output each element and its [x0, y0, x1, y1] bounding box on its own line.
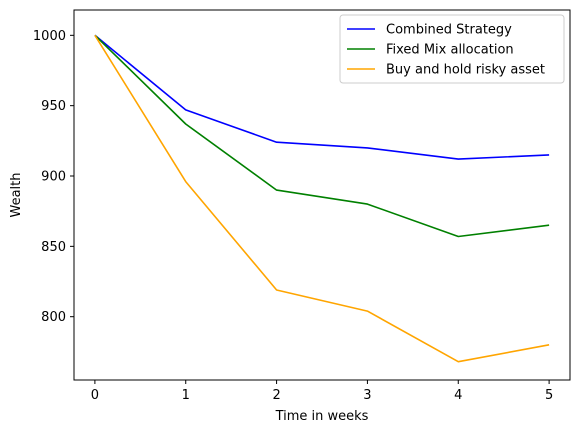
- series-line-1: [94, 34, 550, 238]
- x-tick-label: 4: [454, 388, 462, 403]
- plot-frame: [73, 9, 571, 381]
- x-tick-label: 3: [363, 388, 371, 403]
- series-lines: [94, 34, 550, 363]
- y-tick-label: 850: [41, 240, 66, 255]
- y-tick-label: 800: [41, 310, 66, 325]
- legend-label: Buy and hold risky asset: [386, 63, 545, 78]
- series-line-2: [94, 34, 550, 363]
- y-tick-label: 1000: [33, 29, 66, 44]
- x-tick-label: 5: [545, 388, 553, 403]
- legend-label: Combined Strategy: [386, 23, 512, 38]
- legend-label: Fixed Mix allocation: [386, 43, 514, 58]
- x-tick-label: 2: [272, 388, 280, 403]
- x-tick-label: 1: [182, 388, 190, 403]
- y-tick-label: 900: [41, 170, 66, 185]
- series-line-0: [94, 34, 550, 160]
- x-axis-title: Time in weeks: [275, 409, 369, 424]
- legend: Combined Strategy Fixed Mix allocation Buy…: [339, 14, 565, 84]
- x-tick-label: 0: [91, 388, 99, 403]
- y-axis-title: Wealth: [9, 172, 24, 217]
- y-axis: 800 850 900 950 1000: [33, 29, 74, 325]
- y-tick-label: 950: [41, 99, 66, 114]
- x-axis: 0 1 2 3 4 5: [91, 380, 553, 403]
- legend-box: [339, 14, 565, 84]
